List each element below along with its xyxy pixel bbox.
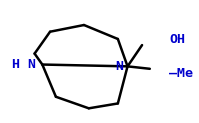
Text: N: N <box>116 60 124 73</box>
Text: –Me: –Me <box>169 67 193 80</box>
Text: OH: OH <box>169 33 185 46</box>
Text: N: N <box>27 58 35 71</box>
Text: H: H <box>12 58 28 71</box>
